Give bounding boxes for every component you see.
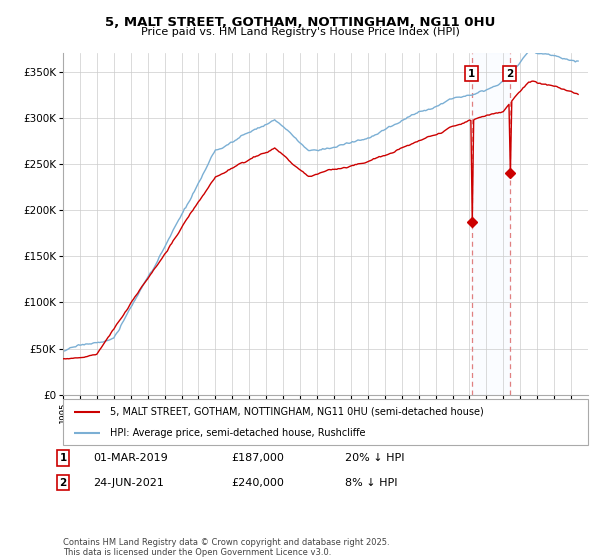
Text: HPI: Average price, semi-detached house, Rushcliffe: HPI: Average price, semi-detached house,… xyxy=(110,428,366,438)
Text: Price paid vs. HM Land Registry's House Price Index (HPI): Price paid vs. HM Land Registry's House … xyxy=(140,27,460,37)
Text: Contains HM Land Registry data © Crown copyright and database right 2025.
This d: Contains HM Land Registry data © Crown c… xyxy=(63,538,389,557)
Text: 20% ↓ HPI: 20% ↓ HPI xyxy=(345,453,404,463)
Text: 24-JUN-2021: 24-JUN-2021 xyxy=(93,478,164,488)
Text: £240,000: £240,000 xyxy=(231,478,284,488)
Text: 8% ↓ HPI: 8% ↓ HPI xyxy=(345,478,398,488)
Text: £187,000: £187,000 xyxy=(231,453,284,463)
Text: 5, MALT STREET, GOTHAM, NOTTINGHAM, NG11 0HU: 5, MALT STREET, GOTHAM, NOTTINGHAM, NG11… xyxy=(105,16,495,29)
Text: 1: 1 xyxy=(468,68,475,78)
Text: 1: 1 xyxy=(59,453,67,463)
Text: 5, MALT STREET, GOTHAM, NOTTINGHAM, NG11 0HU (semi-detached house): 5, MALT STREET, GOTHAM, NOTTINGHAM, NG11… xyxy=(110,407,484,417)
Text: 2: 2 xyxy=(506,68,513,78)
Bar xyxy=(472,53,511,395)
Text: 01-MAR-2019: 01-MAR-2019 xyxy=(93,453,168,463)
Text: 2: 2 xyxy=(59,478,67,488)
